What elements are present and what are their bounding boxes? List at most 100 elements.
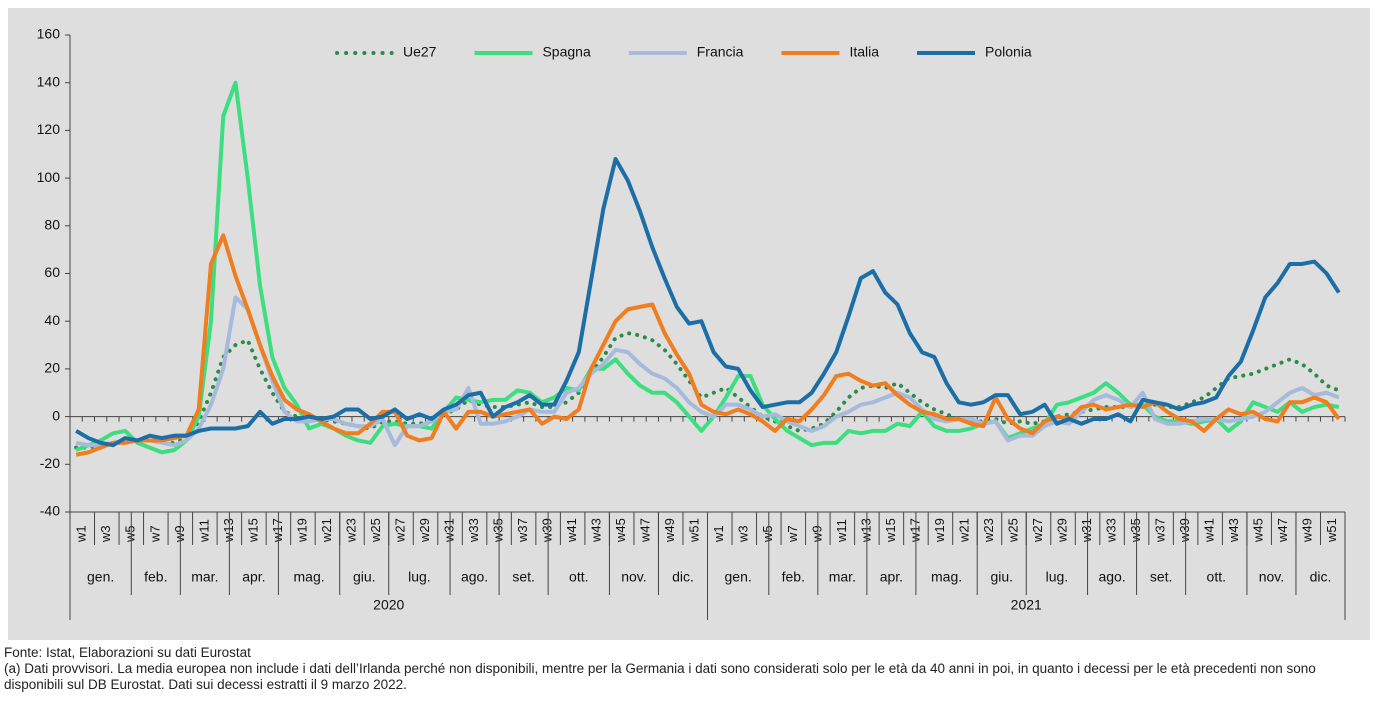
x-tick-label: w47 bbox=[638, 518, 653, 543]
x-tick-label: w43 bbox=[1226, 518, 1241, 543]
x-tick-label: w25 bbox=[1005, 518, 1020, 543]
y-tick-label: 160 bbox=[37, 26, 61, 42]
x-tick-label: w23 bbox=[981, 518, 996, 543]
x-tick-label: w17 bbox=[907, 518, 922, 543]
month-label: gen. bbox=[725, 569, 752, 585]
x-tick-label: w11 bbox=[196, 519, 211, 543]
x-tick-label: w11 bbox=[834, 519, 849, 543]
month-label: gen. bbox=[87, 569, 114, 585]
x-tick-label: w35 bbox=[1128, 518, 1143, 543]
month-label: mar. bbox=[191, 569, 218, 585]
month-label: lug. bbox=[1046, 569, 1069, 585]
month-label: dic. bbox=[672, 569, 694, 585]
x-tick-label: w47 bbox=[1275, 518, 1290, 543]
x-tick-label: w33 bbox=[1104, 518, 1119, 543]
x-tick-label: w43 bbox=[589, 518, 604, 543]
series-line bbox=[75, 157, 1341, 448]
x-tick-label: w13 bbox=[221, 518, 236, 543]
month-label: giu. bbox=[990, 569, 1013, 585]
y-tick-label: -40 bbox=[40, 503, 60, 519]
month-label: set. bbox=[1150, 569, 1173, 585]
month-label: dic. bbox=[1310, 569, 1332, 585]
x-tick-label: w45 bbox=[1251, 518, 1266, 543]
year-label: 2021 bbox=[1011, 597, 1042, 613]
chart: -40 -20 0 20 40 60 80 100 120 140 160 w1 w3 w5 w7 w9 w11… bbox=[8, 8, 1370, 640]
month-label: ott. bbox=[569, 569, 588, 585]
x-tick-label: w49 bbox=[1300, 518, 1315, 543]
legend-label: Polonia bbox=[985, 44, 1032, 60]
legend-label: Ue27 bbox=[403, 44, 437, 60]
x-tick-label: w1 bbox=[74, 525, 89, 543]
month-label: nov. bbox=[1259, 569, 1284, 585]
x-tick-label: w15 bbox=[245, 518, 260, 543]
y-tick-label: 120 bbox=[37, 121, 61, 137]
x-tick-label: w13 bbox=[858, 518, 873, 543]
x-tick-label: w29 bbox=[1054, 518, 1069, 543]
month-label: set. bbox=[512, 569, 535, 585]
month-label: apr. bbox=[880, 569, 903, 585]
x-tick-label: w37 bbox=[1153, 518, 1168, 543]
month-label: nov. bbox=[621, 569, 646, 585]
x-tick-label: w21 bbox=[956, 518, 971, 543]
series-line bbox=[75, 80, 1340, 455]
x-tick-label: w19 bbox=[294, 518, 309, 543]
y-tick-label: 20 bbox=[44, 360, 60, 376]
month-label: mag. bbox=[931, 569, 962, 585]
year-label: 2020 bbox=[373, 597, 404, 613]
x-tick-label: w3 bbox=[736, 525, 751, 543]
month-label: mag. bbox=[294, 569, 325, 585]
y-tick-label: 100 bbox=[37, 169, 61, 185]
y-tick-label: 40 bbox=[44, 312, 60, 328]
month-label: ago. bbox=[461, 569, 488, 585]
x-tick-label: w27 bbox=[392, 518, 407, 543]
month-label: feb. bbox=[144, 569, 167, 585]
x-tick-label: w19 bbox=[932, 518, 947, 543]
month-label: apr. bbox=[242, 569, 265, 585]
x-tick-label: w5 bbox=[760, 525, 775, 543]
x-tick-label: w25 bbox=[368, 518, 383, 543]
month-label: feb. bbox=[782, 569, 805, 585]
x-tick-label: w9 bbox=[172, 525, 187, 543]
month-label: lug. bbox=[408, 569, 431, 585]
y-tick-label: -20 bbox=[40, 455, 60, 471]
x-tick-label: w17 bbox=[270, 518, 285, 543]
legend-label: Francia bbox=[697, 44, 744, 60]
footnote: (a) Dati provvisori. La media europea no… bbox=[4, 661, 1316, 692]
month-label: mar. bbox=[829, 569, 856, 585]
x-tick-label: w31 bbox=[441, 518, 456, 543]
month-label: ott. bbox=[1207, 569, 1226, 585]
x-tick-label: w45 bbox=[613, 518, 628, 543]
x-tick-label: w7 bbox=[785, 525, 800, 543]
x-tick-label: w51 bbox=[1324, 518, 1339, 543]
x-tick-label: w33 bbox=[466, 518, 481, 543]
x-tick-label: w51 bbox=[687, 518, 702, 543]
x-tick-label: w9 bbox=[809, 525, 824, 543]
x-tick-label: w35 bbox=[491, 518, 506, 543]
x-tick-label: w39 bbox=[1177, 518, 1192, 543]
legend-label: Spagna bbox=[542, 44, 590, 60]
series-line bbox=[75, 233, 1341, 457]
x-tick-label: w1 bbox=[711, 525, 726, 543]
x-tick-label: w7 bbox=[147, 525, 162, 543]
x-tick-label: w39 bbox=[540, 518, 555, 543]
y-tick-label: 60 bbox=[44, 264, 60, 280]
y-tick-label: 0 bbox=[52, 407, 60, 423]
x-tick-label: w15 bbox=[883, 518, 898, 543]
y-tick-label: 140 bbox=[37, 73, 61, 89]
x-tick-label: w5 bbox=[123, 525, 138, 543]
y-tick-label: 80 bbox=[44, 217, 60, 233]
month-label: giu. bbox=[353, 569, 376, 585]
legend-label: Italia bbox=[849, 44, 879, 60]
x-tick-label: w41 bbox=[1202, 518, 1217, 543]
x-tick-label: w49 bbox=[662, 518, 677, 543]
x-tick-label: w29 bbox=[417, 518, 432, 543]
source-note: Fonte: Istat, Elaborazioni su dati Euros… bbox=[4, 645, 251, 660]
x-tick-label: w21 bbox=[319, 518, 334, 543]
x-tick-label: w3 bbox=[98, 525, 113, 543]
x-tick-label: w23 bbox=[343, 518, 358, 543]
x-tick-label: w27 bbox=[1030, 518, 1045, 543]
month-label: ago. bbox=[1098, 569, 1125, 585]
x-tick-label: w41 bbox=[564, 518, 579, 543]
x-tick-label: w37 bbox=[515, 518, 530, 543]
